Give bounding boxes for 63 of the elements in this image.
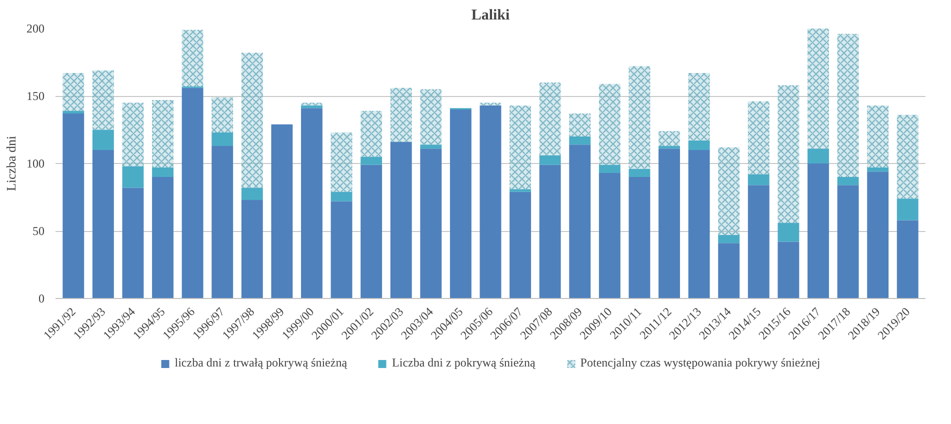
- bar: [271, 124, 293, 298]
- y-tick-label: 100: [26, 156, 44, 170]
- y-tick-label: 200: [26, 22, 44, 36]
- y-tick-label: 150: [26, 89, 44, 103]
- bar: [360, 156, 382, 165]
- bar: [628, 177, 650, 298]
- bar: [212, 132, 234, 146]
- bar: [241, 200, 263, 298]
- bar: [628, 168, 650, 177]
- bar: [867, 168, 889, 172]
- bar: [569, 144, 591, 298]
- bar: [122, 188, 144, 298]
- bar: [92, 130, 114, 150]
- bar: [62, 110, 84, 114]
- bar: [837, 185, 859, 298]
- legend-label: Potencjalny czas występowania pokrywy śnieżnej: [580, 356, 820, 370]
- y-tick-label: 50: [32, 224, 44, 238]
- bar: [688, 150, 710, 298]
- bar: [598, 172, 620, 298]
- bar: [480, 105, 502, 298]
- bar: [539, 164, 561, 298]
- bar: [301, 105, 322, 108]
- bar: [122, 166, 144, 188]
- bar: [598, 164, 620, 173]
- bar: [718, 235, 740, 244]
- bar: [778, 222, 800, 242]
- bar: [718, 243, 740, 298]
- chart-title: Laliki: [471, 8, 510, 24]
- bar: [212, 146, 234, 298]
- bar: [152, 168, 174, 177]
- bar: [896, 220, 918, 298]
- bar: [152, 177, 174, 298]
- y-tick-label: 0: [38, 292, 44, 306]
- legend-label: liczba dni z trwałą pokrywą śnieżną: [174, 356, 348, 370]
- bar: [510, 189, 532, 192]
- bar: [390, 142, 412, 298]
- bar: [330, 201, 352, 298]
- bar: [658, 148, 680, 298]
- bar: [748, 185, 770, 298]
- bar: [420, 148, 442, 298]
- bar: [182, 88, 204, 298]
- bar: [539, 155, 561, 165]
- legend-label: Liczba dni z pokrywą śnieżną: [392, 356, 536, 370]
- bar: [360, 164, 382, 298]
- bar: [778, 242, 800, 298]
- bar: [569, 136, 591, 145]
- bar: [92, 150, 114, 298]
- y-axis-title: Liczba dni: [4, 136, 18, 192]
- bar: [330, 192, 352, 202]
- bar: [241, 188, 263, 200]
- bar: [450, 110, 472, 298]
- bar: [808, 164, 829, 298]
- bar: [510, 192, 532, 298]
- bar: [837, 177, 859, 186]
- bar: [301, 108, 322, 298]
- bar: [688, 140, 710, 150]
- bar: [896, 198, 918, 220]
- bar: [808, 148, 829, 164]
- bar: [748, 174, 770, 186]
- bar: [867, 172, 889, 298]
- bar: [420, 144, 442, 149]
- bar: [658, 146, 680, 149]
- bar: [62, 114, 84, 298]
